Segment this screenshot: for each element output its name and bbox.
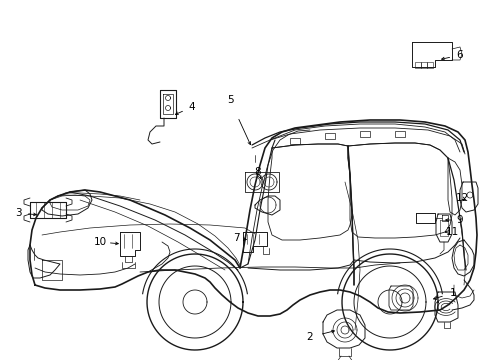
Bar (289, 138, 299, 144)
Text: 8: 8 (254, 167, 261, 177)
Bar (394, 131, 404, 137)
Text: 7: 7 (232, 233, 239, 243)
Text: 2: 2 (306, 332, 313, 342)
Bar (325, 133, 334, 139)
Text: 9: 9 (456, 215, 462, 225)
Text: 3: 3 (15, 208, 21, 218)
Bar (420, 62, 426, 68)
Bar (359, 131, 369, 137)
Bar (426, 62, 432, 68)
Text: 6: 6 (456, 50, 462, 60)
Text: 4: 4 (188, 102, 195, 112)
Text: 1: 1 (449, 288, 455, 298)
Text: 10: 10 (93, 237, 106, 247)
Text: 12: 12 (454, 193, 468, 203)
Bar (414, 62, 420, 68)
Text: 11: 11 (445, 227, 458, 237)
Text: 5: 5 (226, 95, 233, 105)
